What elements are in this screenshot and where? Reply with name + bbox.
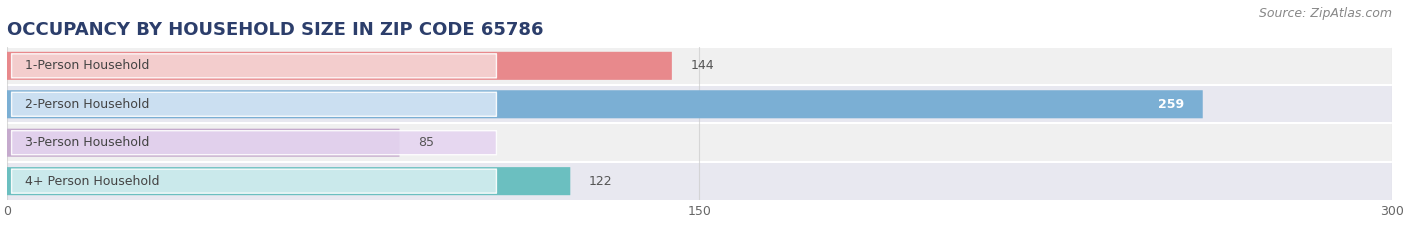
Bar [7, 162, 1392, 200]
FancyBboxPatch shape [11, 54, 496, 78]
Bar [7, 123, 1392, 162]
Bar [7, 85, 1392, 123]
Text: 4+ Person Household: 4+ Person Household [25, 175, 160, 188]
Text: OCCUPANCY BY HOUSEHOLD SIZE IN ZIP CODE 65786: OCCUPANCY BY HOUSEHOLD SIZE IN ZIP CODE … [7, 21, 544, 39]
FancyBboxPatch shape [11, 131, 496, 155]
FancyBboxPatch shape [11, 169, 496, 193]
Text: 3-Person Household: 3-Person Household [25, 136, 150, 149]
FancyBboxPatch shape [11, 92, 496, 116]
FancyBboxPatch shape [7, 52, 672, 80]
Text: 2-Person Household: 2-Person Household [25, 98, 150, 111]
Text: 1-Person Household: 1-Person Household [25, 59, 150, 72]
Bar [7, 47, 1392, 85]
Text: 144: 144 [690, 59, 714, 72]
FancyBboxPatch shape [7, 90, 1202, 118]
FancyBboxPatch shape [7, 167, 571, 195]
Text: 259: 259 [1159, 98, 1184, 111]
Text: 122: 122 [589, 175, 613, 188]
Text: Source: ZipAtlas.com: Source: ZipAtlas.com [1258, 7, 1392, 20]
Text: 85: 85 [418, 136, 434, 149]
FancyBboxPatch shape [7, 129, 399, 157]
